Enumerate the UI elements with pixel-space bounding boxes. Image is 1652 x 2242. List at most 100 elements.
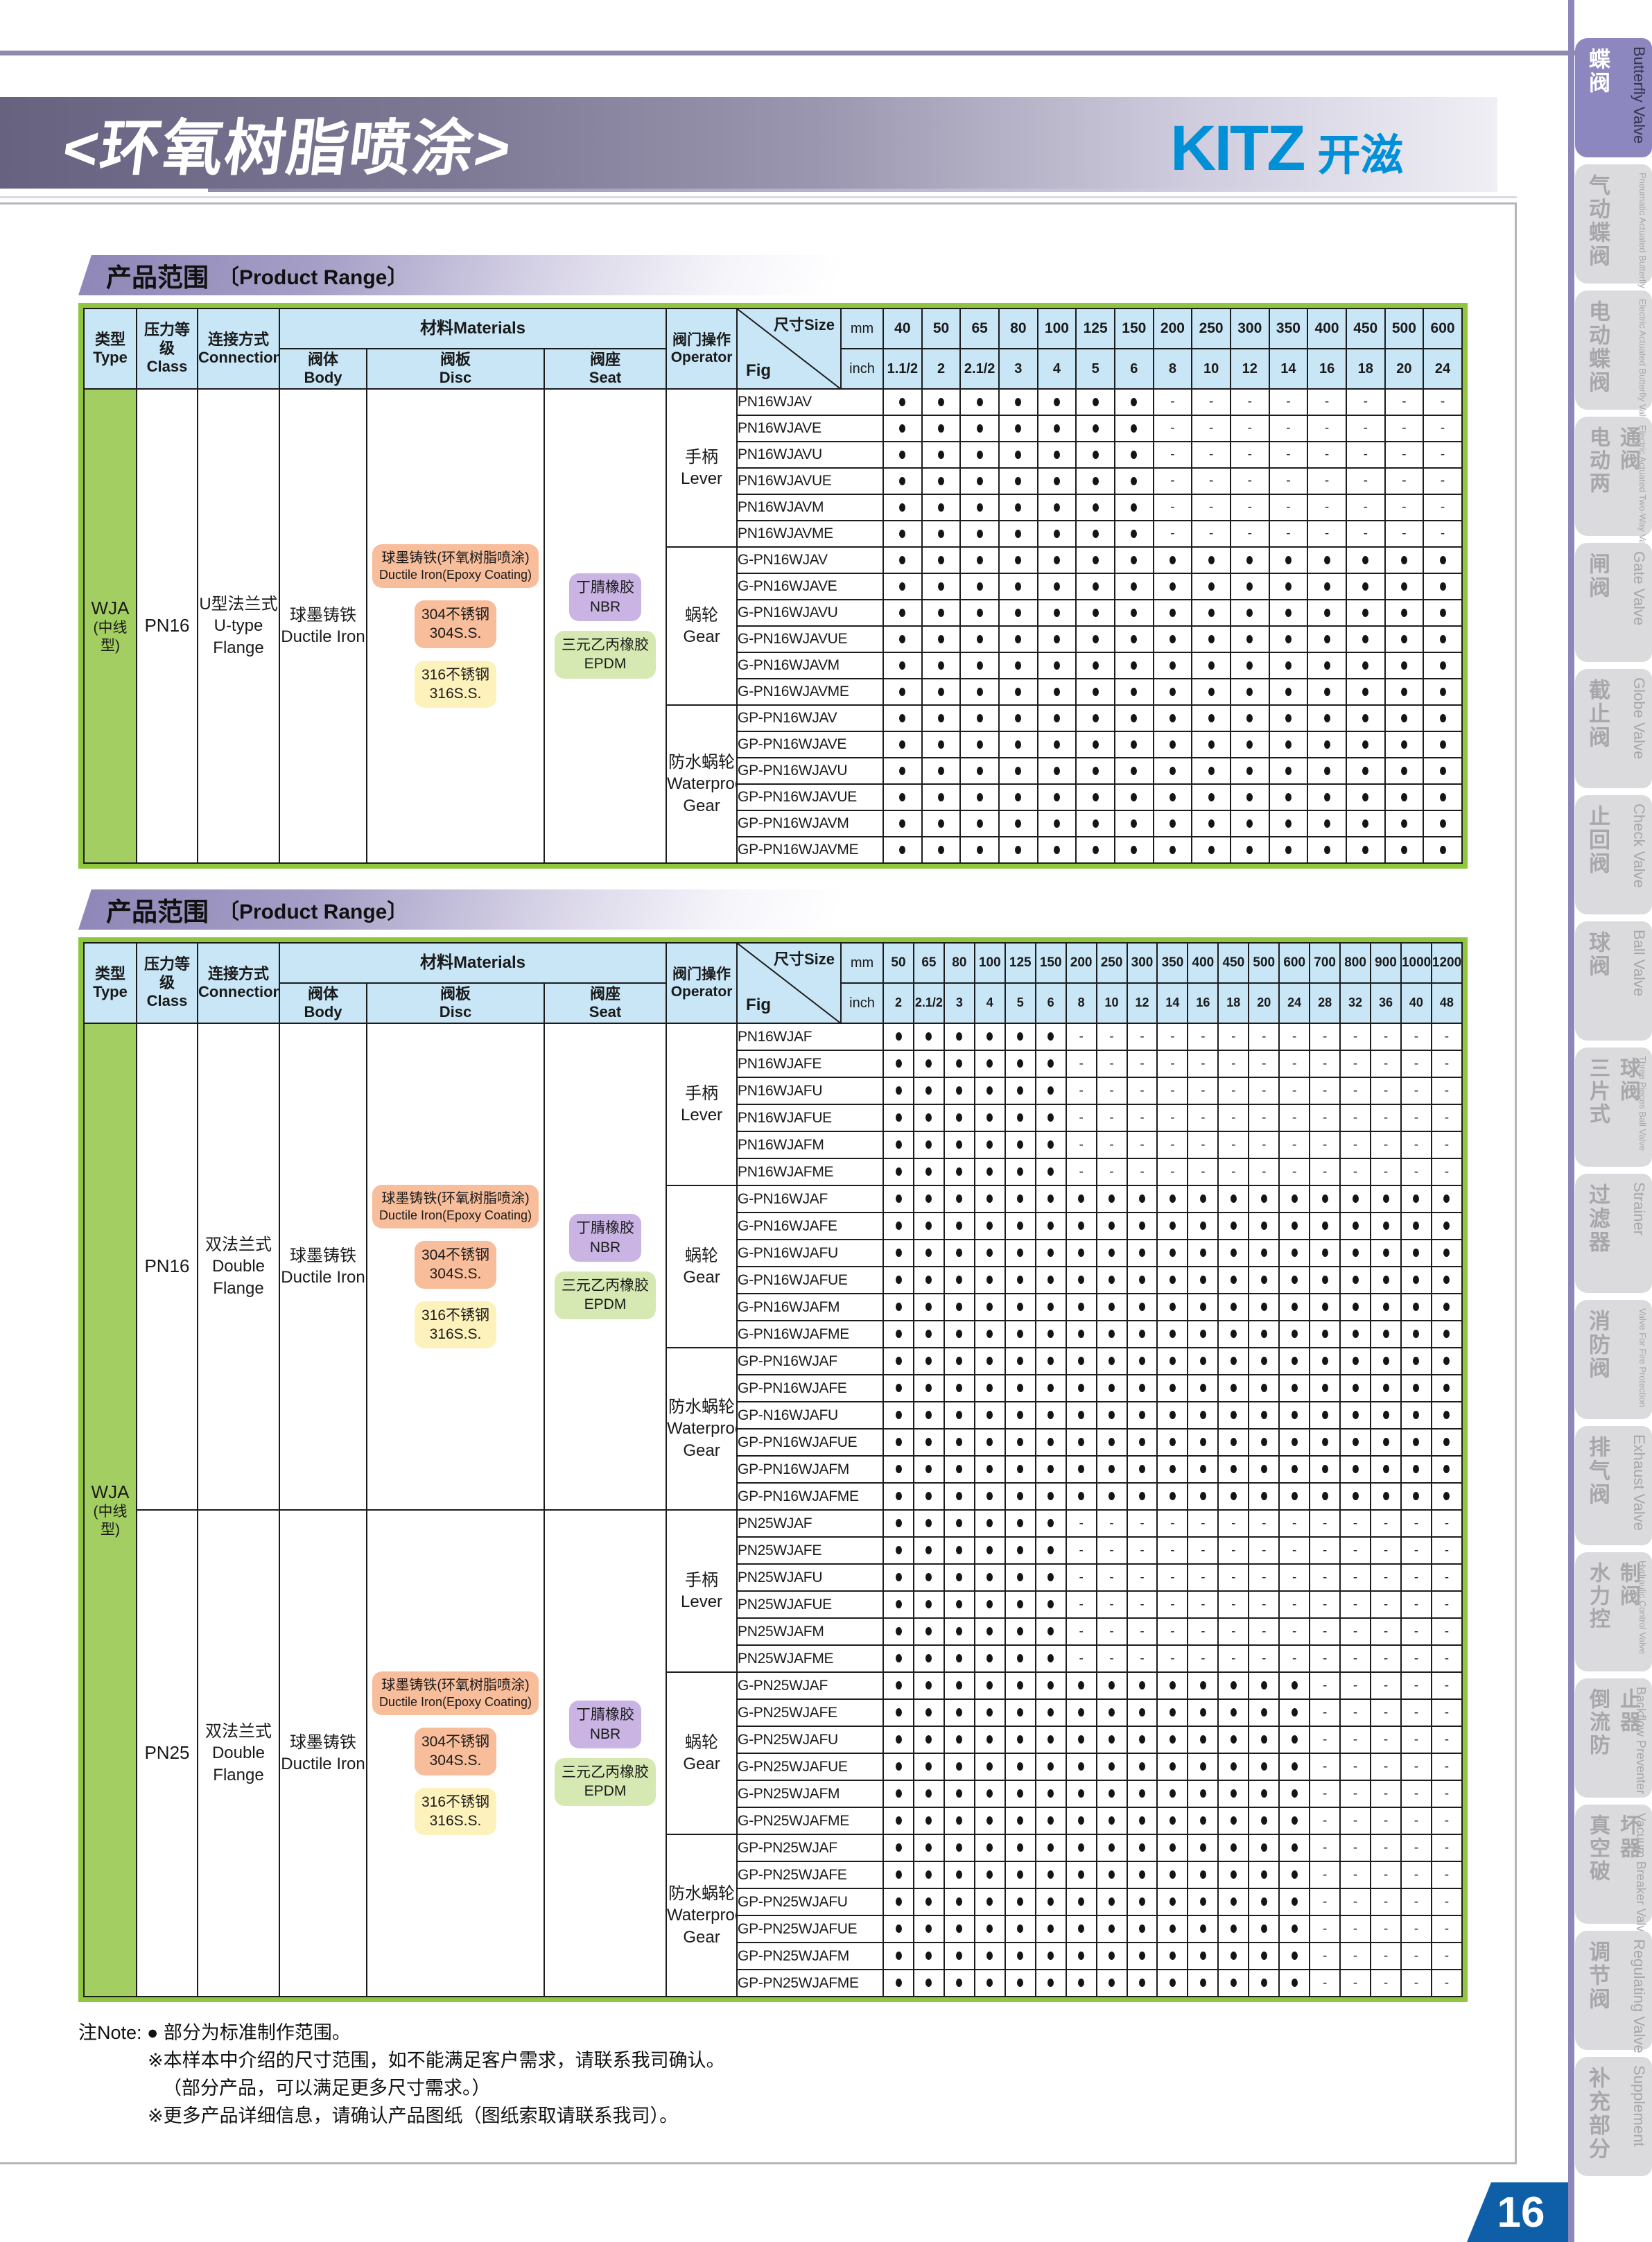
availability-dot bbox=[986, 1519, 993, 1528]
tab-label-en: Electric Actuated Butterfly Valves bbox=[1637, 299, 1648, 431]
availability-dot bbox=[1291, 1952, 1298, 1961]
availability-dot bbox=[1291, 1357, 1298, 1366]
sidebar-tab-10[interactable]: 过滤器 Strainer bbox=[1575, 1174, 1652, 1293]
availability-dot bbox=[1053, 819, 1060, 828]
operator-cell: 防水蜗轮WaterproofGear bbox=[666, 704, 738, 864]
availability-dot bbox=[1078, 1249, 1085, 1258]
availability-dash: - bbox=[1363, 421, 1368, 435]
availability-dot bbox=[1291, 1708, 1298, 1717]
disc-material-cell: 球墨铸铁(环氧树脂喷涂) Ductile Iron(Epoxy Coating) 3… bbox=[366, 388, 545, 864]
availability-dot-cell bbox=[1126, 1266, 1158, 1294]
availability-dot bbox=[1199, 1924, 1206, 1933]
availability-dot-cell bbox=[1152, 599, 1193, 627]
availability-dash: - bbox=[1109, 1137, 1114, 1152]
sidebar-tab-16[interactable]: 调节阀 Regulating Valve bbox=[1575, 1931, 1652, 2053]
availability-dot-cell bbox=[1113, 388, 1154, 416]
availability-dash: - bbox=[1262, 1651, 1267, 1666]
sidebar-tab-12[interactable]: 排气阀 Exhaust Valve bbox=[1575, 1426, 1652, 1545]
availability-dot bbox=[1169, 1816, 1176, 1825]
sidebar-tab-11[interactable]: 消防阀 Valve For Fire Protection bbox=[1575, 1300, 1652, 1419]
size-inch-2.1/2: 2.1/2 bbox=[912, 982, 945, 1024]
sidebar-tab-14[interactable]: 倒流防止器 Backflow Preventer bbox=[1575, 1678, 1652, 1798]
sidebar-tab-5[interactable]: 闸阀 Gate Valve bbox=[1575, 543, 1652, 662]
availability-dot bbox=[1362, 687, 1369, 696]
availability-dot-cell bbox=[1229, 757, 1270, 785]
availability-dot-cell bbox=[1248, 1266, 1280, 1294]
availability-dot bbox=[1413, 1465, 1420, 1474]
sidebar-tab-6[interactable]: 截止阀 Globe Valve bbox=[1575, 669, 1652, 788]
availability-dash: - bbox=[1383, 1921, 1389, 1936]
type-line-1: WJA bbox=[91, 597, 130, 618]
sidebar-tab-1[interactable]: 蝶阀 Butterfly Valve bbox=[1575, 38, 1652, 157]
sidebar-tab-13[interactable]: 水力控制阀 Hydraulic Control Valve bbox=[1575, 1552, 1652, 1671]
availability-dot bbox=[1323, 687, 1330, 696]
availability-dot bbox=[1285, 740, 1292, 749]
operator-line: Gear bbox=[683, 627, 720, 646]
availability-dot-cell bbox=[1278, 1455, 1311, 1484]
disc-material-pill: 304不锈钢 304S.S. bbox=[414, 1728, 497, 1775]
availability-dash: - bbox=[1353, 1543, 1358, 1558]
availability-dash-cell: - bbox=[1430, 1698, 1463, 1727]
availability-dot bbox=[1230, 1303, 1237, 1312]
availability-dash-cell: - bbox=[1400, 1104, 1432, 1132]
availability-dash-cell: - bbox=[1430, 1942, 1463, 1970]
availability-dot-cell bbox=[1156, 1374, 1189, 1402]
availability-dash: - bbox=[1402, 500, 1407, 514]
sidebar-tab-15[interactable]: 真空破坏器 Vacuum Breaker Valve bbox=[1575, 1805, 1652, 1938]
availability-dash-cell: - bbox=[1400, 1563, 1432, 1592]
availability-dot-cell bbox=[1095, 1969, 1128, 1997]
availability-dash-cell: - bbox=[1430, 1509, 1463, 1538]
availability-dot-cell bbox=[1345, 757, 1386, 785]
page-title: <环氧树脂喷涂> bbox=[59, 113, 516, 182]
sidebar-tab-8[interactable]: 球阀 Ball Valve bbox=[1575, 921, 1652, 1041]
availability-dot-cell bbox=[1278, 1807, 1311, 1835]
availability-dot-cell bbox=[1004, 1482, 1036, 1511]
availability-dot-cell bbox=[1065, 1374, 1097, 1402]
availability-dash: - bbox=[1109, 1624, 1114, 1639]
availability-dot-cell bbox=[1278, 1861, 1311, 1889]
table-row: PN16WJAVU - - - - - - - - bbox=[84, 441, 1463, 469]
sidebar-tab-2[interactable]: 气动蝶阀 Pneumatic Actuated Butterfly Valves bbox=[1575, 164, 1652, 318]
availability-dot-cell bbox=[1065, 1942, 1097, 1970]
sidebar-tab-7[interactable]: 止回阀 Check Valve bbox=[1575, 795, 1652, 914]
availability-dot-cell bbox=[1156, 1347, 1189, 1375]
availability-dash-cell: - bbox=[1229, 441, 1270, 469]
availability-dot bbox=[1260, 1303, 1267, 1312]
availability-dot bbox=[1169, 1897, 1176, 1906]
availability-dash-cell: - bbox=[1309, 1536, 1341, 1565]
availability-dot-cell bbox=[998, 810, 1038, 837]
sidebar-tab-17[interactable]: 补充部分 Supplement bbox=[1575, 2057, 1652, 2176]
sidebar-tab-4[interactable]: 电动两通阀 Electric Actuated Two-Way Valve bbox=[1575, 417, 1652, 556]
availability-dash-cell: - bbox=[1430, 1158, 1463, 1186]
availability-dot-cell bbox=[943, 1212, 975, 1240]
seat-material-pill: 三元乙丙橡胶 EPDM bbox=[555, 631, 657, 679]
availability-dash: - bbox=[1383, 1515, 1389, 1531]
availability-dash: - bbox=[1322, 1678, 1328, 1693]
availability-dot-cell bbox=[882, 678, 923, 706]
availability-dot-cell bbox=[921, 573, 962, 600]
availability-dash-cell: - bbox=[1430, 1536, 1463, 1565]
availability-dash-cell: - bbox=[1400, 1915, 1432, 1943]
availability-dot bbox=[1169, 582, 1176, 591]
availability-dot-cell bbox=[1156, 1942, 1189, 1970]
sidebar-tab-9[interactable]: 三片式球阀 Three Pieces Ball Valve bbox=[1575, 1048, 1652, 1167]
availability-dot-cell bbox=[1036, 573, 1077, 600]
availability-dash-cell: - bbox=[1430, 1590, 1463, 1619]
availability-dash-cell: - bbox=[1370, 1158, 1402, 1186]
sidebar-tab-3[interactable]: 电动蝶阀 Electric Actuated Butterfly Valves bbox=[1575, 290, 1652, 431]
body-material-line: Ductile Iron bbox=[281, 627, 365, 646]
availability-dash-cell: - bbox=[1339, 1942, 1372, 1970]
availability-dash-cell: - bbox=[1065, 1023, 1097, 1051]
availability-dot-cell bbox=[973, 1509, 1006, 1538]
seat-material-cell: 丁腈橡胶 NBR 三元乙丙橡胶 EPDM bbox=[543, 1023, 668, 1511]
availability-dash: - bbox=[1109, 1110, 1114, 1125]
availability-dot bbox=[1208, 634, 1215, 643]
availability-dash: - bbox=[1286, 526, 1291, 541]
availability-dot-cell bbox=[912, 1320, 945, 1348]
availability-dash: - bbox=[1414, 1948, 1419, 1963]
availability-dot-cell bbox=[1217, 1671, 1250, 1700]
availability-dot bbox=[925, 1059, 932, 1068]
availability-dot bbox=[1291, 1411, 1298, 1420]
size-inch-8: 8 bbox=[1065, 982, 1097, 1024]
availability-dot bbox=[1017, 1303, 1024, 1312]
